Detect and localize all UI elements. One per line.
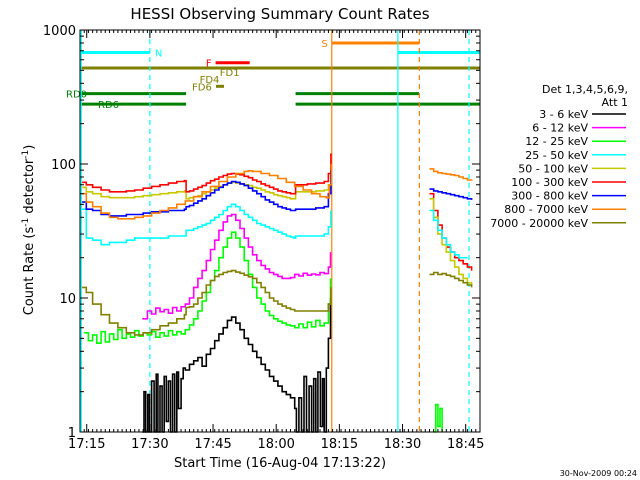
x-axis-label: Start Time (16-Aug-04 17:13:22) bbox=[174, 456, 386, 471]
y-axis-label-part: detector bbox=[22, 158, 37, 218]
vertical-markers bbox=[80, 30, 470, 432]
x-tick-label: 18:30 bbox=[384, 437, 421, 452]
legend-label: 25 - 50 keV bbox=[525, 149, 588, 162]
x-tick-label: 18:45 bbox=[447, 437, 484, 452]
y-axis-label-part: ) bbox=[22, 145, 37, 150]
chart-title: HESSI Observing Summary Count Rates bbox=[130, 5, 429, 23]
plot-frame bbox=[79, 29, 481, 433]
y-axis-label-sup: -1 bbox=[21, 218, 31, 227]
series-25-50-kev bbox=[82, 203, 332, 246]
flag-label-fd6: FD6 bbox=[192, 82, 212, 93]
flag-label-n: N bbox=[155, 48, 162, 59]
series-after-gap-6 bbox=[433, 403, 443, 433]
series-12-25-kev bbox=[84, 231, 332, 344]
footer-date: 30-Nov-2009 00:24 bbox=[560, 469, 637, 478]
x-tick-label: 18:15 bbox=[321, 437, 358, 452]
series-lines bbox=[82, 153, 473, 433]
series-after-gap-5 bbox=[429, 271, 473, 288]
x-tick-label: 17:15 bbox=[68, 437, 105, 452]
legend-label: 6 - 12 keV bbox=[532, 122, 588, 135]
flag-label-f: F bbox=[206, 59, 212, 70]
legend-label: 300 - 800 keV bbox=[511, 190, 588, 203]
y-tick-label: 1000 bbox=[43, 24, 76, 39]
y-axis-label-part: Count Rate (s bbox=[22, 227, 37, 316]
flag-label-s: S bbox=[321, 39, 327, 50]
series-7000-20000-kev bbox=[82, 269, 332, 336]
x-tick-label: 17:45 bbox=[194, 437, 231, 452]
legend-label: 100 - 300 keV bbox=[511, 176, 588, 189]
series-after-gap-2 bbox=[429, 188, 473, 200]
flag-label-rd6: RD6 bbox=[98, 100, 119, 111]
y-axis-label: Count Rate (s-1 detector-1) bbox=[21, 145, 37, 316]
series-800-7000-kev bbox=[82, 164, 333, 220]
series-300-800-kev bbox=[82, 170, 332, 217]
y-tick-label: 10 bbox=[59, 292, 76, 307]
x-tick-label: 18:00 bbox=[257, 437, 294, 452]
y-tick-label: 100 bbox=[51, 158, 76, 173]
legend-label: 12 - 25 keV bbox=[525, 135, 588, 148]
flag-label-rd0: RD0 bbox=[66, 90, 87, 101]
legend-label: 3 - 6 keV bbox=[539, 108, 588, 121]
series-100-300-kev bbox=[82, 153, 332, 195]
legend-label: 7000 - 20000 keV bbox=[490, 217, 588, 230]
flag-label-fd1: FD1 bbox=[220, 68, 240, 79]
flag-label-fd4: FD4 bbox=[200, 75, 220, 86]
legend-label: 800 - 7000 keV bbox=[504, 203, 588, 216]
axes: 1 10 100 1000 17:15 17:30 17:45 18:00 18:15 18:30… bbox=[43, 24, 485, 452]
series-6-12-kev bbox=[142, 213, 332, 320]
x-tick-label: 17:30 bbox=[131, 437, 168, 452]
y-tick-label: 1 bbox=[68, 426, 76, 441]
legend-header: Det 1,3,4,5,6,9, bbox=[542, 83, 628, 96]
legend-label: 50 - 100 keV bbox=[518, 162, 588, 175]
y-axis-label-sup: -1 bbox=[21, 150, 31, 159]
series-3-6-kev bbox=[142, 298, 332, 433]
legend-header: Att 1 bbox=[602, 96, 628, 109]
series-after-gap-0 bbox=[429, 168, 473, 181]
series-after-gap-4 bbox=[429, 209, 468, 259]
